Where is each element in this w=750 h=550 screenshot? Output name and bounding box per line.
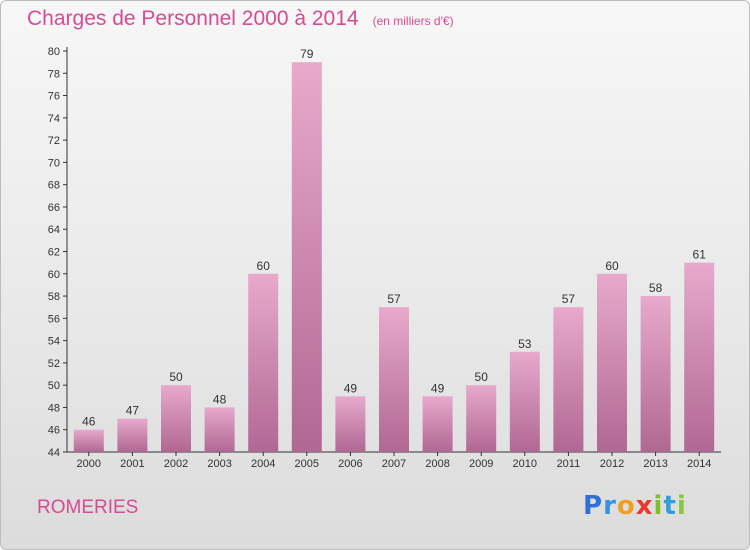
x-tick-label-2004: 2004	[251, 458, 275, 470]
y-tick-label: 62	[48, 247, 60, 259]
x-tick-label-2011: 2011	[557, 458, 581, 470]
x-tick-label-2005: 2005	[295, 458, 319, 470]
data-label-2005: 79	[300, 47, 314, 61]
chart-subtitle: (en milliers d'€)	[372, 14, 454, 28]
data-label-2000: 46	[82, 415, 96, 429]
bar-2005	[291, 62, 322, 453]
bar-2012	[597, 273, 627, 452]
y-tick-label: 76	[48, 91, 60, 103]
data-label-2012: 60	[605, 259, 619, 273]
data-label-2011: 57	[562, 292, 576, 306]
x-tick-label-2009: 2009	[469, 458, 493, 470]
bar-2013	[640, 296, 671, 452]
data-label-2013: 58	[649, 281, 663, 295]
data-label-2010: 53	[518, 337, 532, 351]
x-tick-label-2014: 2014	[687, 458, 711, 470]
bar-2003	[204, 407, 235, 452]
y-tick-label: 48	[48, 402, 60, 414]
data-label-2007: 57	[387, 292, 401, 306]
data-label-2004: 60	[257, 259, 271, 273]
y-tick-label: 80	[48, 46, 60, 58]
bar-2002	[161, 385, 191, 452]
data-label-2003: 48	[213, 392, 227, 406]
commune-name: ROMERIES	[37, 497, 139, 518]
x-tick-label-2007: 2007	[382, 458, 406, 470]
proxiti-logo: Proxiti	[583, 491, 687, 521]
logo-letter: r	[603, 491, 617, 521]
y-tick-label: 58	[48, 291, 60, 303]
bar-2008	[422, 396, 453, 452]
x-tick-label-2000: 2000	[77, 458, 101, 470]
y-tick-label: 56	[48, 313, 60, 325]
x-tick-label-2006: 2006	[338, 458, 362, 470]
y-tick-label: 52	[48, 358, 60, 370]
chart-title: Charges de Personnel 2000 à 2014 (en mill…	[27, 7, 454, 31]
y-tick-label: 78	[48, 68, 60, 80]
y-tick-label: 66	[48, 202, 60, 214]
bar-2006	[335, 396, 366, 452]
y-tick-label: 44	[48, 447, 60, 459]
bar-2000	[73, 429, 104, 452]
x-tick-label-2002: 2002	[164, 458, 188, 470]
data-label-2009: 50	[475, 370, 489, 384]
bar-2010	[509, 351, 540, 452]
y-tick-label: 50	[48, 380, 60, 392]
logo-letter: x	[635, 491, 654, 521]
x-tick-label-2001: 2001	[120, 458, 144, 470]
x-tick-label-2008: 2008	[425, 458, 449, 470]
data-label-2006: 49	[344, 381, 358, 395]
bar-2009	[466, 385, 497, 452]
logo-letter: i	[653, 491, 664, 521]
bar-2004	[248, 273, 279, 452]
y-tick-label: 68	[48, 180, 60, 192]
y-tick-label: 64	[48, 224, 60, 236]
y-tick-label: 72	[48, 135, 60, 147]
bar-2001	[117, 418, 148, 452]
bar-2007	[379, 307, 409, 452]
y-tick-label: 60	[48, 269, 60, 281]
data-label-2014: 61	[693, 248, 707, 262]
logo-letter: P	[583, 491, 604, 521]
y-tick-label: 46	[48, 425, 60, 437]
x-tick-label-2003: 2003	[207, 458, 231, 470]
logo-letter: i	[676, 491, 687, 521]
y-tick-label: 74	[48, 113, 60, 125]
data-label-2008: 49	[431, 381, 445, 395]
bar-2011	[553, 307, 584, 452]
x-tick-label-2010: 2010	[513, 458, 537, 470]
logo-letter: t	[663, 491, 677, 521]
x-tick-label-2012: 2012	[600, 458, 624, 470]
logo-letter: o	[616, 491, 636, 521]
y-tick-label: 54	[48, 336, 60, 348]
y-tick-label: 70	[48, 157, 60, 169]
bar-2014	[684, 262, 715, 452]
data-label-2002: 50	[169, 370, 183, 384]
chart-title-text: Charges de Personnel 2000 à 2014	[27, 7, 359, 30]
x-tick-label-2013: 2013	[643, 458, 667, 470]
data-label-2001: 47	[126, 404, 140, 418]
